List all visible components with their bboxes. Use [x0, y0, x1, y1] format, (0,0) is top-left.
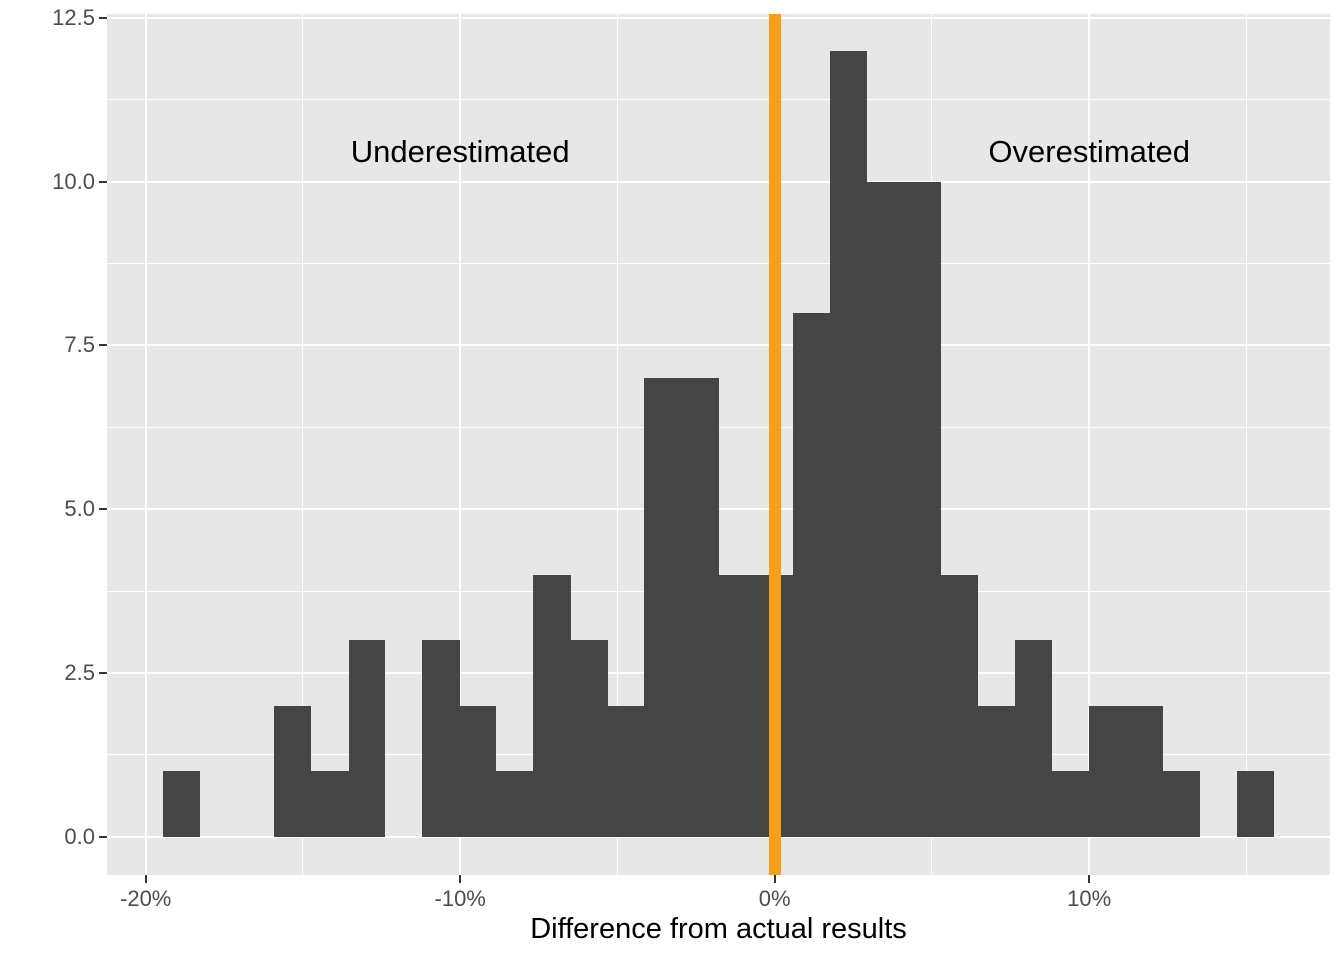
histogram-bar: [830, 50, 867, 837]
x-major-gridline: [459, 14, 462, 875]
y-major-gridline: [107, 835, 1330, 838]
histogram-bar: [311, 771, 349, 837]
x-major-gridline: [144, 14, 147, 875]
y-tick-mark: [99, 671, 107, 674]
histogram-bar: [1163, 771, 1200, 837]
x-axis-title: Difference from actual results: [530, 913, 907, 945]
x-tick-mark: [144, 875, 147, 883]
x-minor-gridline: [302, 14, 304, 875]
y-tick-mark: [99, 835, 107, 838]
y-tick-mark: [99, 16, 107, 19]
histogram-bar: [533, 574, 571, 837]
histogram-bar: [682, 378, 719, 837]
y-tick-label: 0.0: [64, 823, 95, 849]
histogram-bar: [422, 640, 460, 837]
y-tick-mark: [99, 180, 107, 183]
histogram-bar: [1089, 705, 1126, 837]
y-major-gridline: [107, 180, 1330, 183]
histogram-bar: [163, 771, 200, 837]
annotation-underestimated: Underestimated: [350, 134, 570, 170]
x-tick-label: -10%: [434, 886, 486, 911]
x-tick-label: 0%: [758, 886, 791, 911]
zero-reference-line: [768, 14, 781, 875]
histogram-bar: [904, 181, 941, 837]
histogram-bar: [867, 181, 904, 837]
y-major-gridline: [107, 344, 1330, 347]
histogram-bar: [349, 640, 385, 837]
histogram-bar: [793, 312, 830, 837]
y-tick-label: 7.5: [64, 332, 95, 358]
x-minor-gridline: [616, 14, 618, 875]
x-major-gridline: [1088, 14, 1091, 875]
x-tick-label: 10%: [1067, 886, 1112, 911]
histogram-bar: [644, 378, 682, 837]
histogram-bar: [1126, 705, 1163, 837]
y-tick-label: 2.5: [64, 659, 95, 685]
histogram-bar: [978, 705, 1015, 837]
y-minor-gridline: [107, 263, 1330, 265]
x-tick-label: -20%: [120, 886, 172, 911]
annotation-overestimated: Overestimated: [988, 134, 1190, 170]
y-tick-mark: [99, 344, 107, 347]
histogram-bar: [608, 705, 644, 837]
y-tick-mark: [99, 508, 107, 511]
histogram-bar: [719, 574, 756, 837]
histogram-bar: [496, 771, 533, 837]
x-tick-mark: [1088, 875, 1091, 883]
histogram-bar: [1015, 640, 1052, 837]
plot-panel: Underestimated Overestimated: [107, 14, 1330, 875]
y-tick-label: 5.0: [64, 496, 95, 522]
histogram-bar: [1237, 771, 1274, 837]
y-tick-label: 12.5: [52, 4, 95, 30]
y-tick-label: 10.0: [52, 168, 95, 194]
y-major-gridline: [107, 16, 1330, 19]
x-minor-gridline: [1245, 14, 1247, 875]
histogram-bar: [571, 640, 608, 837]
y-minor-gridline: [107, 99, 1330, 101]
x-tick-mark: [459, 875, 462, 883]
x-tick-mark: [773, 875, 776, 883]
histogram-bar: [1052, 771, 1089, 837]
histogram-bar: [274, 705, 311, 837]
histogram-bar: [460, 705, 496, 837]
histogram-bar: [941, 574, 978, 837]
